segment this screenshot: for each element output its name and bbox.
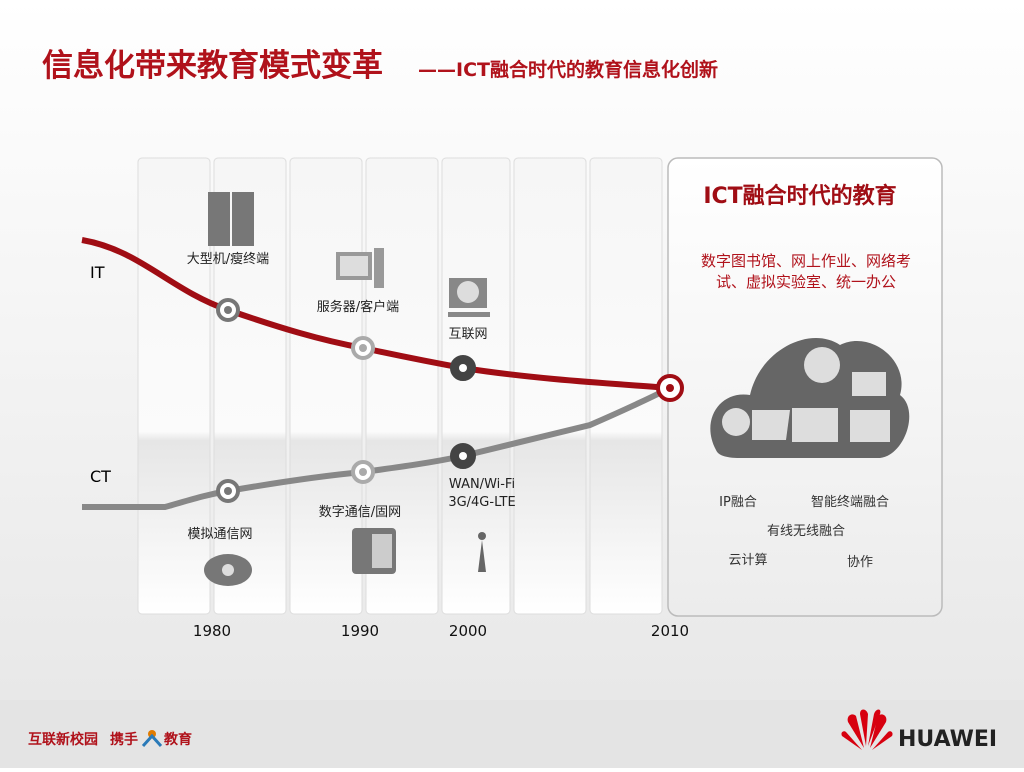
- year: 1990: [341, 622, 379, 640]
- ct-label: CT: [90, 467, 111, 486]
- icons: [204, 192, 910, 586]
- milestone-label: 大型机/瘦终端: [187, 251, 269, 267]
- feature: 协作: [847, 555, 873, 570]
- feature: 有线无线融合: [767, 524, 845, 539]
- milestone-label: 模拟通信网: [187, 527, 252, 542]
- footer-slogan: 互联新校园: [28, 731, 98, 748]
- feature: 智能终端融合: [811, 494, 889, 510]
- nodes: [216, 298, 684, 503]
- footer-band: [0, 700, 1024, 768]
- years: 1980 1990 2000 2010: [193, 622, 689, 640]
- footer-slogan: 携手: [110, 731, 138, 748]
- milestones: 大型机/瘦终端 服务器/客户端 互联网 模拟通信网 数字通信/固网 WAN/Wi…: [187, 251, 516, 542]
- footer-slogan: 教育: [164, 731, 192, 748]
- year: 2000: [449, 622, 487, 640]
- footer-logo-mark: [141, 730, 163, 748]
- panel-description: 试、虚拟实验室、统一办公: [716, 273, 896, 291]
- huawei-logo: [841, 709, 893, 750]
- milestone-label: 互联网: [448, 327, 487, 342]
- feature: 云计算: [728, 553, 767, 568]
- milestone-label: 3G/4G-LTE: [448, 495, 515, 510]
- year: 1980: [193, 622, 231, 640]
- brand: HUAWEI: [898, 727, 997, 752]
- milestone-label: 数字通信/固网: [319, 505, 401, 520]
- milestone-label: 服务器/客户端: [317, 299, 399, 315]
- year: 2010: [651, 622, 689, 640]
- panel-title: ICT融合时代的教育: [703, 183, 896, 209]
- subtitle: ——ICT融合时代的教育信息化创新: [418, 58, 718, 81]
- panel-description: 数字图书馆、网上作业、网络考: [701, 252, 911, 270]
- milestone-label: WAN/Wi-Fi: [449, 477, 515, 492]
- feature: IP融合: [719, 495, 757, 510]
- it-label: IT: [90, 263, 105, 282]
- title: 信息化带来教育模式变革: [42, 48, 383, 84]
- features: IP融合 智能终端融合 有线无线融合 云计算 协作: [719, 494, 889, 570]
